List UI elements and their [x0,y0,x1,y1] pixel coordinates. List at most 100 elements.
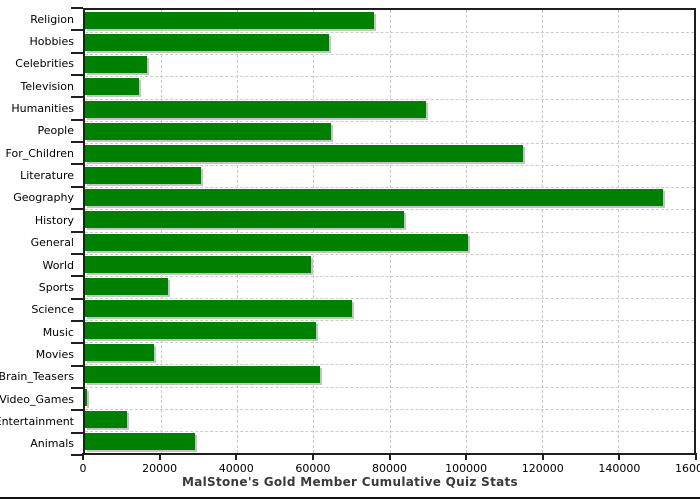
category-label-hobbies: Hobbies [29,35,74,49]
value-tick [541,453,544,460]
bar-television [85,78,140,96]
horizontal-gridline [85,165,694,167]
category-tick [71,386,83,389]
category-tick [71,230,83,233]
category-label-geography: Geography [13,191,74,205]
category-label-sports: Sports [38,280,74,294]
horizontal-gridline [85,209,694,211]
category-label-history: History [34,213,74,227]
category-label-television: Television [20,79,75,93]
value-tick [235,453,238,460]
window-bottom-border [0,497,700,499]
category-tick [71,163,83,166]
category-tick [71,51,83,54]
category-tick [71,74,83,77]
horizontal-gridline [85,54,694,56]
category-tick [71,454,83,456]
category-tick [71,118,83,121]
horizontal-gridline [85,364,694,366]
value-tick-label: 160000 [675,462,700,475]
value-tick-label: 100000 [445,462,488,475]
category-label-celebrities: Celebrities [15,57,74,71]
bar-for_children [85,144,524,162]
category-tick [71,364,83,367]
value-tick [158,453,161,460]
category-label-video_games: Video_Games [0,392,74,406]
category-label-brain_teasers: Brain_Teasers [0,370,74,384]
category-label-movies: Movies [35,347,74,361]
category-tick [71,342,83,345]
horizontal-gridline [85,76,694,78]
category-axis-labels: Religion Hobbies Celebrities Television Huma… [0,8,74,455]
value-tick-label: 40000 [218,462,254,475]
value-tick-label: 140000 [598,462,641,475]
bar-animals [85,432,196,450]
category-label-science: Science [31,303,74,317]
horizontal-gridline [85,187,694,189]
horizontal-gridline [85,342,694,344]
category-tick [71,7,83,9]
horizontal-gridline [85,430,694,432]
category-tick [71,29,83,32]
value-tick-label: 20000 [142,462,178,475]
horizontal-gridline [85,32,694,34]
category-tick [71,208,83,211]
category-label-people: People [37,124,74,138]
value-axis-ticks [82,453,697,461]
bar-religion [85,12,375,29]
category-tick [71,275,83,278]
horizontal-gridline [85,386,694,388]
value-tick [311,453,314,460]
horizontal-gridline [85,408,694,410]
horizontal-gridline [85,320,694,322]
bar-science [85,299,352,317]
bar-music [85,322,317,340]
category-tick [71,297,83,300]
value-tick-label: 120000 [521,462,564,475]
category-tick [71,252,83,255]
category-tick [71,96,83,99]
value-tick [618,453,621,460]
horizontal-gridline [85,231,694,233]
bar-entertainment [85,410,128,428]
bar-history [85,211,404,229]
category-tick [71,185,83,188]
category-label-humanities: Humanities [11,102,74,116]
bar-humanities [85,100,426,118]
chart-title: MalStone's Gold Member Cumulative Quiz S… [181,475,518,489]
category-tick [71,319,83,322]
category-label-religion: Religion [30,12,74,26]
category-label-general: General [30,236,74,250]
category-label-world: World [42,258,74,272]
horizontal-gridline [85,275,694,277]
value-tick-label: 0 [79,462,87,475]
value-tick [388,453,391,460]
category-label-for_children: For_Children [5,146,74,160]
plot-area [83,8,696,455]
bar-literature [85,167,202,185]
category-axis-ticks [71,7,83,456]
horizontal-gridline [85,142,694,144]
value-tick [465,453,468,460]
horizontal-gridline [85,98,694,100]
horizontal-gridline [85,120,694,122]
category-label-literature: Literature [20,169,74,183]
bar-general [85,233,469,251]
category-tick [71,409,83,412]
bar-sports [85,277,168,295]
category-tick [71,431,83,434]
value-tick [695,453,697,460]
bar-people [85,122,332,140]
category-label-animals: Animals [30,437,74,451]
horizontal-gridline [85,253,694,255]
category-label-music: Music [42,325,74,339]
value-axis-labels: 0 20000 40000 60000 80000 100000 120000 140000 1… [79,462,700,476]
bar-movies [85,344,155,362]
bar-video_games [85,388,88,406]
horizontal-gridline [85,297,694,299]
bar-world [85,255,311,273]
value-tick-label: 80000 [372,462,407,475]
value-tick-label: 60000 [295,462,331,475]
bar-brain_teasers [85,366,321,384]
category-tick [71,141,83,144]
